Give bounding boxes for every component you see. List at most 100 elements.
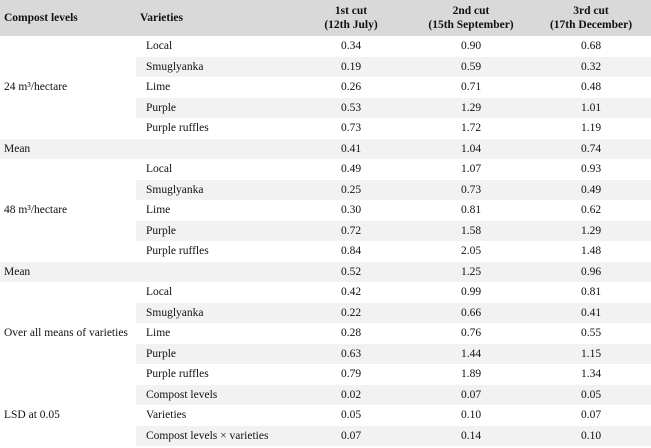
cut-3-value: 0.48 bbox=[580, 81, 602, 94]
table-row: Purple ruffles 0.84 2.05 1.48 bbox=[0, 241, 651, 262]
header-cut-2: 2nd cut (15th September) bbox=[411, 0, 531, 36]
cut-2-value: 2.05 bbox=[460, 245, 482, 258]
variety-cell: Local bbox=[146, 40, 173, 53]
cut-1-value: 0.07 bbox=[340, 429, 362, 442]
variety-cell: Local bbox=[146, 286, 173, 299]
cut-2-value: 1.25 bbox=[460, 265, 482, 278]
group-48-hectare: 48 m³/hectare bbox=[0, 159, 136, 262]
cut-2-value: 0.81 bbox=[460, 204, 482, 217]
table-row: Purple 0.72 1.58 1.29 bbox=[0, 220, 651, 241]
cut-2-value: 1.44 bbox=[460, 347, 482, 360]
cut-1-value: 0.52 bbox=[340, 265, 362, 278]
table-row: Smuglyanka 0.22 0.66 0.41 bbox=[0, 302, 651, 323]
variety-cell: Purple bbox=[146, 347, 177, 360]
variety-cell bbox=[136, 262, 291, 283]
group-24-hectare: 24 m³/hectare bbox=[0, 36, 136, 139]
table-row: Lime 0.26 0.71 0.48 bbox=[0, 77, 651, 98]
cut-2-value: 0.73 bbox=[460, 183, 482, 196]
variety-cell: Compost levels bbox=[146, 388, 218, 401]
table-row: Smuglyanka 0.25 0.73 0.49 bbox=[0, 179, 651, 200]
table-row: Purple 0.63 1.44 1.15 bbox=[0, 343, 651, 364]
variety-cell: Purple ruffles bbox=[146, 122, 209, 135]
cut-3-value: 0.81 bbox=[580, 286, 602, 299]
cut-1-value: 0.19 bbox=[340, 60, 362, 73]
cut-2-value: 1.58 bbox=[460, 224, 482, 237]
cut-2-value: 1.89 bbox=[460, 368, 482, 381]
header-cut-3: 3rd cut (17th December) bbox=[531, 0, 651, 36]
cut-3-value: 0.10 bbox=[580, 429, 602, 442]
variety-cell: Purple ruffles bbox=[146, 368, 209, 381]
cut-2-value: 0.14 bbox=[460, 429, 482, 442]
cut-1-value: 0.41 bbox=[340, 142, 362, 155]
mean-label: Mean bbox=[4, 265, 31, 278]
variety-cell: Purple ruffles bbox=[146, 245, 209, 258]
mean-row: Mean 0.41 1.04 0.74 bbox=[0, 138, 651, 160]
mean-row: Mean 0.52 1.25 0.96 bbox=[0, 261, 651, 283]
table-row: LSD at 0.05 Compost levels 0.02 0.07 0.0… bbox=[0, 384, 651, 446]
cut-1-value: 0.79 bbox=[340, 368, 362, 381]
cut-3-value: 0.55 bbox=[580, 327, 602, 340]
variety-cell: Compost levels × varieties bbox=[146, 429, 269, 442]
cut-1-value: 0.25 bbox=[340, 183, 362, 196]
table-row: Purple ruffles 0.73 1.72 1.19 bbox=[0, 118, 651, 139]
header-cut-3-date: (17th December) bbox=[549, 19, 633, 31]
cut-1-value: 0.42 bbox=[340, 286, 362, 299]
cut-3-value: 1.01 bbox=[580, 101, 602, 114]
table-row: Purple ruffles 0.79 1.89 1.34 bbox=[0, 364, 651, 385]
cut-3-value: 0.62 bbox=[580, 204, 602, 217]
table-row: Over all means of varieties Local 0.42 0… bbox=[0, 282, 651, 385]
cut-2-value: 0.99 bbox=[460, 286, 482, 299]
cut-1-value: 0.05 bbox=[340, 409, 362, 422]
header-cut-2-title: 2nd cut bbox=[452, 5, 490, 17]
cut-1-value: 0.34 bbox=[340, 40, 362, 53]
mean-label: Mean bbox=[4, 142, 31, 155]
cut-1-value: 0.26 bbox=[340, 81, 362, 94]
cut-2-value: 0.07 bbox=[460, 388, 482, 401]
cut-3-value: 1.34 bbox=[580, 368, 602, 381]
cut-1-value: 0.63 bbox=[340, 347, 362, 360]
cut-2-value: 0.90 bbox=[460, 40, 482, 53]
cut-1-value: 0.30 bbox=[340, 204, 362, 217]
header-cut-1-date: (12th July) bbox=[324, 19, 378, 31]
cut-2-value: 1.07 bbox=[460, 163, 482, 176]
table-row: Varieties 0.05 0.10 0.07 bbox=[0, 405, 651, 426]
cut-3-value: 1.48 bbox=[580, 245, 602, 258]
cut-2-value: 0.71 bbox=[460, 81, 482, 94]
cut-1-value: 0.02 bbox=[340, 388, 362, 401]
cut-3-value: 0.68 bbox=[580, 40, 602, 53]
cut-2-value: 1.72 bbox=[460, 122, 482, 135]
cut-2-value: 0.10 bbox=[460, 409, 482, 422]
cut-3-value: 1.29 bbox=[580, 224, 602, 237]
cut-3-value: 0.49 bbox=[580, 183, 602, 196]
group-overall-means: Over all means of varieties bbox=[0, 282, 136, 385]
group-lsd: LSD at 0.05 bbox=[0, 384, 136, 446]
cut-3-value: 0.32 bbox=[580, 60, 602, 73]
variety-cell: Lime bbox=[146, 204, 171, 217]
table-row: Purple 0.53 1.29 1.01 bbox=[0, 97, 651, 118]
cut-1-value: 0.84 bbox=[340, 245, 362, 258]
table-row: Smuglyanka 0.19 0.59 0.32 bbox=[0, 56, 651, 77]
variety-cell bbox=[136, 139, 291, 160]
table-row: Compost levels × varieties 0.07 0.14 0.1… bbox=[0, 425, 651, 446]
cut-1-value: 0.49 bbox=[340, 163, 362, 176]
table-row: 24 m³/hectare Local 0.34 0.90 0.68 bbox=[0, 36, 651, 139]
cut-3-value: 0.41 bbox=[580, 306, 602, 319]
cut-3-value: 0.05 bbox=[580, 388, 602, 401]
cut-3-value: 1.15 bbox=[580, 347, 602, 360]
header-cut-1: 1st cut (12th July) bbox=[291, 0, 411, 36]
table-row: 48 m³/hectare Local 0.49 1.07 0.93 bbox=[0, 159, 651, 262]
variety-cell: Purple bbox=[146, 224, 177, 237]
variety-cell: Lime bbox=[146, 327, 171, 340]
header-cut-3-title: 3rd cut bbox=[573, 5, 609, 17]
variety-cell: Varieties bbox=[146, 409, 187, 422]
header-cut-1-title: 1st cut bbox=[334, 5, 368, 17]
header-cut-2-date: (15th September) bbox=[428, 19, 514, 31]
cut-3-value: 0.07 bbox=[580, 409, 602, 422]
cut-1-value: 0.28 bbox=[340, 327, 362, 340]
cut-1-value: 0.72 bbox=[340, 224, 362, 237]
variety-cell: Smuglyanka bbox=[146, 306, 204, 319]
cut-3-value: 1.19 bbox=[580, 122, 602, 135]
variety-cell: Local bbox=[146, 163, 173, 176]
cut-3-value: 0.96 bbox=[580, 265, 602, 278]
